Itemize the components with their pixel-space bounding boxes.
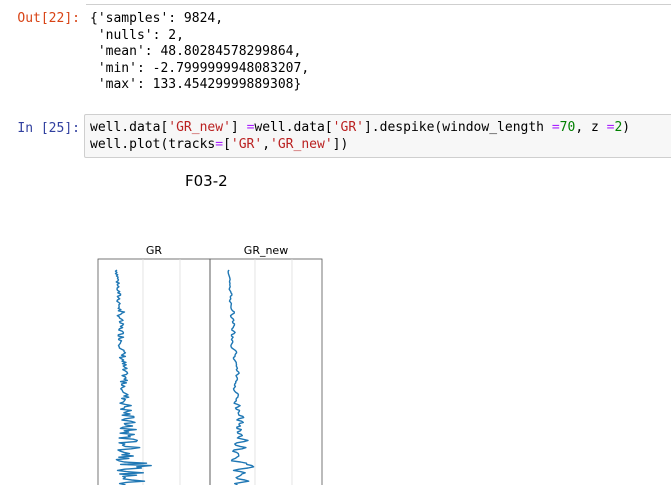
previous-cell-border (86, 0, 671, 5)
code-token: = (215, 137, 224, 152)
output-line: 'mean': 48.80284578299864, (90, 44, 302, 59)
code-token: well.data[ (254, 120, 333, 135)
output-text[interactable]: {'samples': 9824, 'nulls': 2, 'mean': 48… (90, 11, 309, 94)
track-gr-new-frame (209, 258, 323, 485)
code-token: = (606, 120, 615, 135)
track-label-gr-new: GR_new (243, 244, 289, 257)
track-gr-frame (97, 258, 211, 485)
code-line-2: well.plot(tracks=['GR','GR_new']) (90, 137, 348, 152)
plot-title: F03-2 (185, 172, 228, 190)
code-token: [ (223, 137, 231, 152)
code-token: 'GR' (332, 120, 364, 135)
code-token: = (246, 120, 255, 135)
code-token: 'GR_new' (168, 120, 231, 135)
output-line: 'nulls': 2, (90, 27, 184, 43)
input-prompt: In [25]: (17, 121, 80, 136)
gr-new-curve (227, 269, 255, 485)
code-token: 'GR' (230, 137, 263, 152)
code-token: , z (575, 120, 607, 135)
code-token: ]) (332, 137, 349, 152)
output-prompt: Out[22]: (17, 11, 80, 26)
code-token: 'GR_new' (270, 137, 333, 152)
output-line: {'samples': 9824, (90, 11, 224, 26)
track-border (97, 258, 211, 485)
code-line-1: well.data['GR_new'] =well.data['GR'].des… (90, 120, 630, 135)
code-token: well.plot(tracks (90, 137, 216, 152)
code-token: ] (230, 120, 247, 135)
track-border (209, 258, 323, 485)
output-line: 'min': -2.7999999948083207, (90, 60, 310, 76)
code-token: 70 (559, 120, 576, 135)
code-token: = (551, 120, 560, 135)
code-token: , (262, 137, 271, 152)
code-token: well.data[ (90, 120, 169, 135)
track-label-gr: GR (145, 244, 163, 257)
code-token: 2 (614, 120, 623, 135)
output-line: 'max': 133.45429999889308} (90, 77, 302, 92)
code-token: ) (622, 120, 631, 135)
code-token: ].despike(window_length (363, 120, 552, 135)
code-input-area[interactable]: well.data['GR_new'] =well.data['GR'].des… (84, 114, 671, 158)
gr-curve (114, 269, 152, 485)
